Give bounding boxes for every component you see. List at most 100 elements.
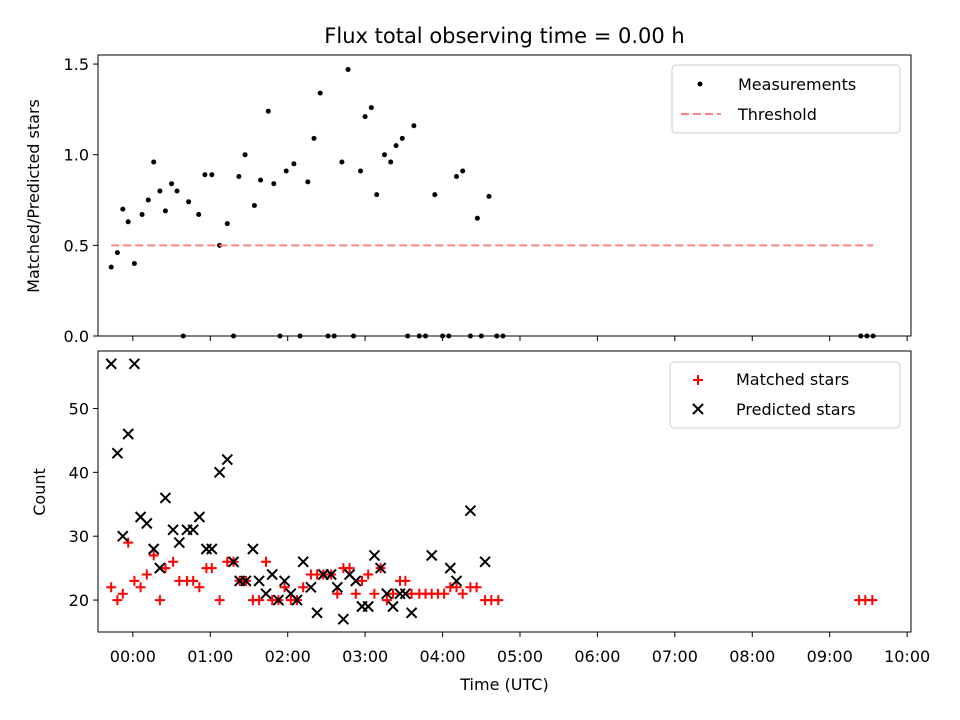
x-tick-label: 01:00 <box>187 647 233 666</box>
predicted-star-point <box>111 447 124 459</box>
matched-star-point <box>357 575 367 586</box>
bottom-y-tick-label: 40 <box>69 463 89 482</box>
measurement-point <box>311 135 317 141</box>
measurement-point <box>125 219 131 225</box>
predicted-star-point <box>337 613 350 625</box>
matched-star-point <box>369 588 380 599</box>
top-y-tick-label: 0.0 <box>64 327 89 346</box>
measurement-point <box>305 179 311 185</box>
matched-star-point <box>439 588 450 599</box>
measurement-point <box>114 250 120 256</box>
matched-star-point <box>188 575 199 586</box>
predicted-star-point <box>297 556 309 568</box>
top-y-tick-label: 1.5 <box>64 55 89 74</box>
measurement-point <box>131 261 137 266</box>
bottom-y-tick-label: 20 <box>69 591 89 610</box>
measurement-point <box>242 152 248 158</box>
measurement-point <box>162 208 168 214</box>
measurement-point <box>460 168 466 174</box>
matched-star-point <box>400 575 411 586</box>
legend-predicted-marker <box>692 403 704 415</box>
measurement-point <box>236 174 242 179</box>
measurement-point <box>368 105 374 111</box>
measurement-point <box>224 221 230 227</box>
measurement-point <box>169 181 175 187</box>
matched-star-point <box>279 582 290 593</box>
matched-star-point <box>261 556 271 567</box>
x-tick-label: 05:00 <box>497 647 543 666</box>
measurement-point <box>145 197 151 203</box>
predicted-star-point <box>213 466 226 479</box>
legend-threshold-label: Threshold <box>737 105 817 124</box>
x-tick-label: 06:00 <box>574 647 620 666</box>
predicted-star-point <box>425 549 438 562</box>
predicted-star-point <box>122 428 134 440</box>
x-tick-label: 00:00 <box>110 647 156 666</box>
matched-star-point <box>332 588 343 599</box>
predicted-star-point <box>387 600 399 613</box>
predicted-star-point <box>105 358 117 370</box>
matched-star-point <box>148 550 159 561</box>
measurement-point <box>486 193 492 199</box>
measurement-point <box>474 215 480 221</box>
top-y-tick-label: 1.0 <box>64 146 89 165</box>
legend-matched-label: Matched stars <box>736 370 849 389</box>
measurement-point <box>317 90 323 96</box>
bottom-y-axis-label: Count <box>30 468 49 516</box>
matched-star-point <box>141 569 152 580</box>
measurement-point <box>374 192 380 198</box>
predicted-star-point <box>221 453 234 466</box>
predicted-star-point <box>206 543 218 555</box>
x-tick-label: 07:00 <box>652 647 698 666</box>
top-axes-frame <box>97 54 912 337</box>
x-tick-label: 10:00 <box>884 647 930 666</box>
predicted-star-point <box>450 575 463 587</box>
measurement-point <box>339 159 345 165</box>
x-axis-label: Time (UTC) <box>459 675 548 694</box>
x-tick-label: 03:00 <box>342 647 388 666</box>
predicted-star-point <box>128 358 141 370</box>
matched-star-point <box>451 582 462 593</box>
predicted-star-point <box>147 543 160 555</box>
measurement-point <box>362 114 368 120</box>
predicted-star-point <box>331 581 344 594</box>
matched-star-point <box>381 595 392 606</box>
measurement-point <box>251 203 257 208</box>
predicted-star-point <box>141 517 153 530</box>
predicted-star-point <box>464 504 477 517</box>
legend-measurements-marker <box>697 81 703 87</box>
matched-star-point <box>112 595 123 606</box>
measurement-point <box>174 188 180 194</box>
bottom-legend-frame <box>669 361 901 429</box>
x-tick-label: 04:00 <box>420 647 466 666</box>
predicted-star-point <box>167 524 179 536</box>
predicted-star-point <box>247 543 259 555</box>
matched-star-point <box>457 588 468 599</box>
predicted-star-point <box>479 556 491 568</box>
measurement-point <box>258 177 264 183</box>
predicted-star-point <box>381 587 393 600</box>
predicted-star-point <box>278 575 291 587</box>
measurement-point <box>411 123 417 129</box>
measurement-point <box>265 108 271 114</box>
bottom-y-tick-label: 30 <box>69 527 89 546</box>
bottom-legend: Matched stars Predicted stars <box>669 361 901 429</box>
legend-predicted-label: Predicted stars <box>736 400 856 419</box>
predicted-star-point <box>117 530 129 542</box>
predicted-star-point <box>362 600 374 613</box>
matched-star-point <box>493 595 504 606</box>
chart-title: Flux total observing time = 0.00 h <box>324 24 684 48</box>
matched-star-point <box>206 563 217 574</box>
measurement-point <box>454 174 459 179</box>
predicted-star-point <box>325 568 337 581</box>
matched-star-point <box>344 563 355 574</box>
matched-star-point <box>168 556 179 567</box>
measurement-point <box>393 143 399 149</box>
matched-star-point <box>194 582 205 593</box>
top-y-tick-label: 0.5 <box>64 236 89 255</box>
predicted-star-point <box>193 511 206 523</box>
matched-star-point <box>388 588 398 599</box>
measurement-point <box>382 152 387 158</box>
measurement-point <box>120 206 126 212</box>
